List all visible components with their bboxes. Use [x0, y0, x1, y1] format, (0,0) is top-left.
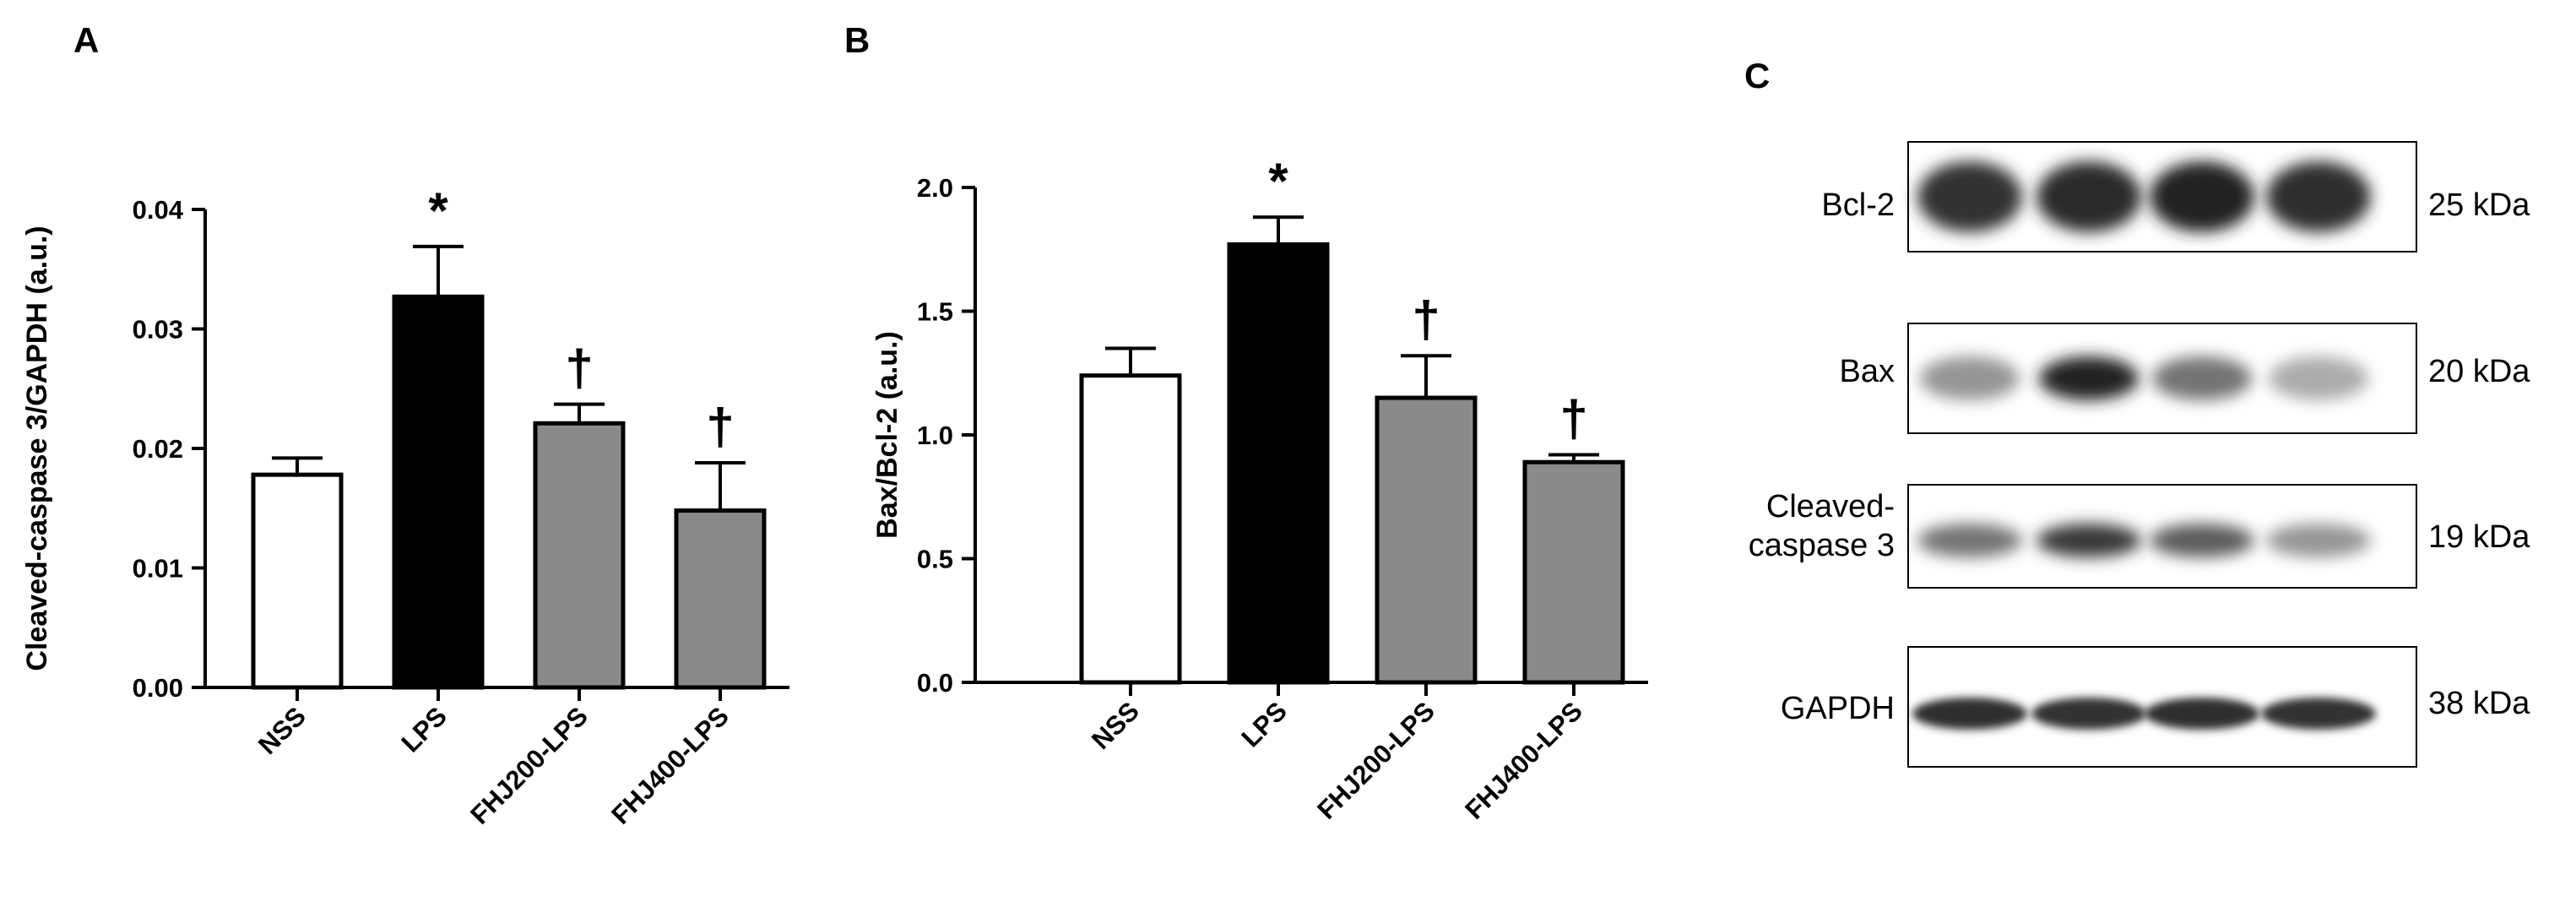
chart-a-y-tick-label: 0.03 — [133, 315, 183, 345]
chart-b-significance-mark: * — [1268, 153, 1288, 209]
blot-band — [1920, 356, 2020, 400]
chart-a-bar — [533, 421, 626, 690]
blot-label-caspase-line2: caspase 3 — [1749, 528, 1895, 563]
blot-size-bcl2: 25 kDa — [2428, 187, 2530, 223]
chart-a-category-label: NSS — [252, 701, 312, 760]
chart-a-bar — [251, 472, 344, 690]
chart-a-category-label: FHJ200-LPS — [464, 701, 594, 830]
chart-b-bar — [1522, 459, 1625, 685]
chart-b-y-tick-label: 0.0 — [917, 668, 953, 698]
chart-b-y-tick-label: 2.0 — [917, 173, 953, 203]
chart-a-y-axis-title: Cleaved-caspase 3/GAPDH (a.u.) — [21, 225, 53, 671]
blot-bands-caspase — [1917, 524, 2371, 557]
blot-band — [1917, 161, 2022, 232]
chart-b-category-label: LPS — [1236, 696, 1293, 752]
chart-a: 0.00 0.01 0.02 0.03 0.04 Cleaved-caspase 3/GA… — [21, 182, 789, 830]
blot-size-gapdh: 38 kDa — [2428, 686, 2530, 721]
blot-label-gapdh: GAPDH — [1781, 691, 1895, 726]
chart-b: 0.0 0.5 1.0 1.5 2.0 Bax/Bcl-2 (a.u.) NSS * LPS † F… — [871, 153, 1648, 825]
blot-bands-bcl2 — [1917, 161, 2371, 232]
chart-b-category-label: FHJ200-LPS — [1311, 696, 1440, 825]
blot-band — [2150, 524, 2254, 557]
blot-band — [2261, 698, 2376, 730]
blot-band — [2036, 524, 2141, 557]
blot-band — [2036, 161, 2141, 232]
chart-b-y-tick-label: 0.5 — [917, 545, 953, 574]
chart-a-significance-mark: † — [565, 340, 593, 397]
blot-band — [2152, 356, 2252, 400]
chart-b-y-axis-title: Bax/Bcl-2 (a.u.) — [871, 331, 903, 539]
blot-label-bax: Bax — [1840, 354, 1895, 389]
chart-b-significance-mark: † — [1412, 291, 1440, 348]
blot-label-bcl2: Bcl-2 — [1821, 187, 1895, 223]
blot-size-caspase: 19 kDa — [2428, 519, 2530, 555]
western-blot: Bcl-2 25 kDa Bax 20 kDa Cleaved- caspase… — [1749, 141, 2530, 768]
blot-band — [2031, 698, 2146, 730]
chart-b-bar — [1079, 373, 1182, 685]
blot-band — [2145, 698, 2259, 730]
blot-bands-gapdh — [1912, 698, 2376, 730]
chart-a-bar — [392, 294, 485, 690]
blot-band — [1917, 524, 2022, 557]
blot-band — [2150, 161, 2254, 232]
chart-b-bar — [1227, 242, 1330, 685]
blot-size-bax: 20 kDa — [2428, 354, 2530, 389]
chart-a-bar — [674, 508, 767, 690]
panel-letter-c: C — [1744, 56, 1770, 95]
blot-label-caspase-line1: Cleaved- — [1766, 489, 1895, 524]
chart-a-significance-mark: † — [706, 399, 734, 455]
chart-a-y-tick-label: 0.02 — [133, 434, 183, 464]
blot-band — [2266, 161, 2371, 232]
blot-bands-bax — [1920, 356, 2368, 400]
chart-b-bar — [1375, 395, 1478, 685]
panel-letter-b: B — [844, 20, 870, 60]
chart-a-category-label: FHJ400-LPS — [605, 701, 735, 830]
chart-b-y-tick-label: 1.5 — [917, 297, 953, 327]
blot-band — [2039, 356, 2139, 400]
blot-band — [2269, 356, 2368, 400]
chart-b-y-tick-label: 1.0 — [917, 421, 953, 450]
chart-b-category-label: FHJ400-LPS — [1459, 696, 1588, 825]
chart-a-y-tick-label: 0.01 — [133, 554, 183, 584]
chart-a-y-tick-label: 0.00 — [133, 673, 183, 703]
chart-a-category-label: LPS — [396, 701, 453, 758]
chart-b-category-label: NSS — [1086, 696, 1145, 755]
chart-a-significance-mark: * — [428, 182, 448, 239]
blot-band — [2266, 524, 2371, 557]
blot-band — [1912, 698, 2027, 730]
chart-a-y-tick-label: 0.04 — [133, 195, 184, 225]
chart-b-significance-mark: † — [1559, 390, 1587, 447]
panel-letter-a: A — [73, 20, 99, 60]
